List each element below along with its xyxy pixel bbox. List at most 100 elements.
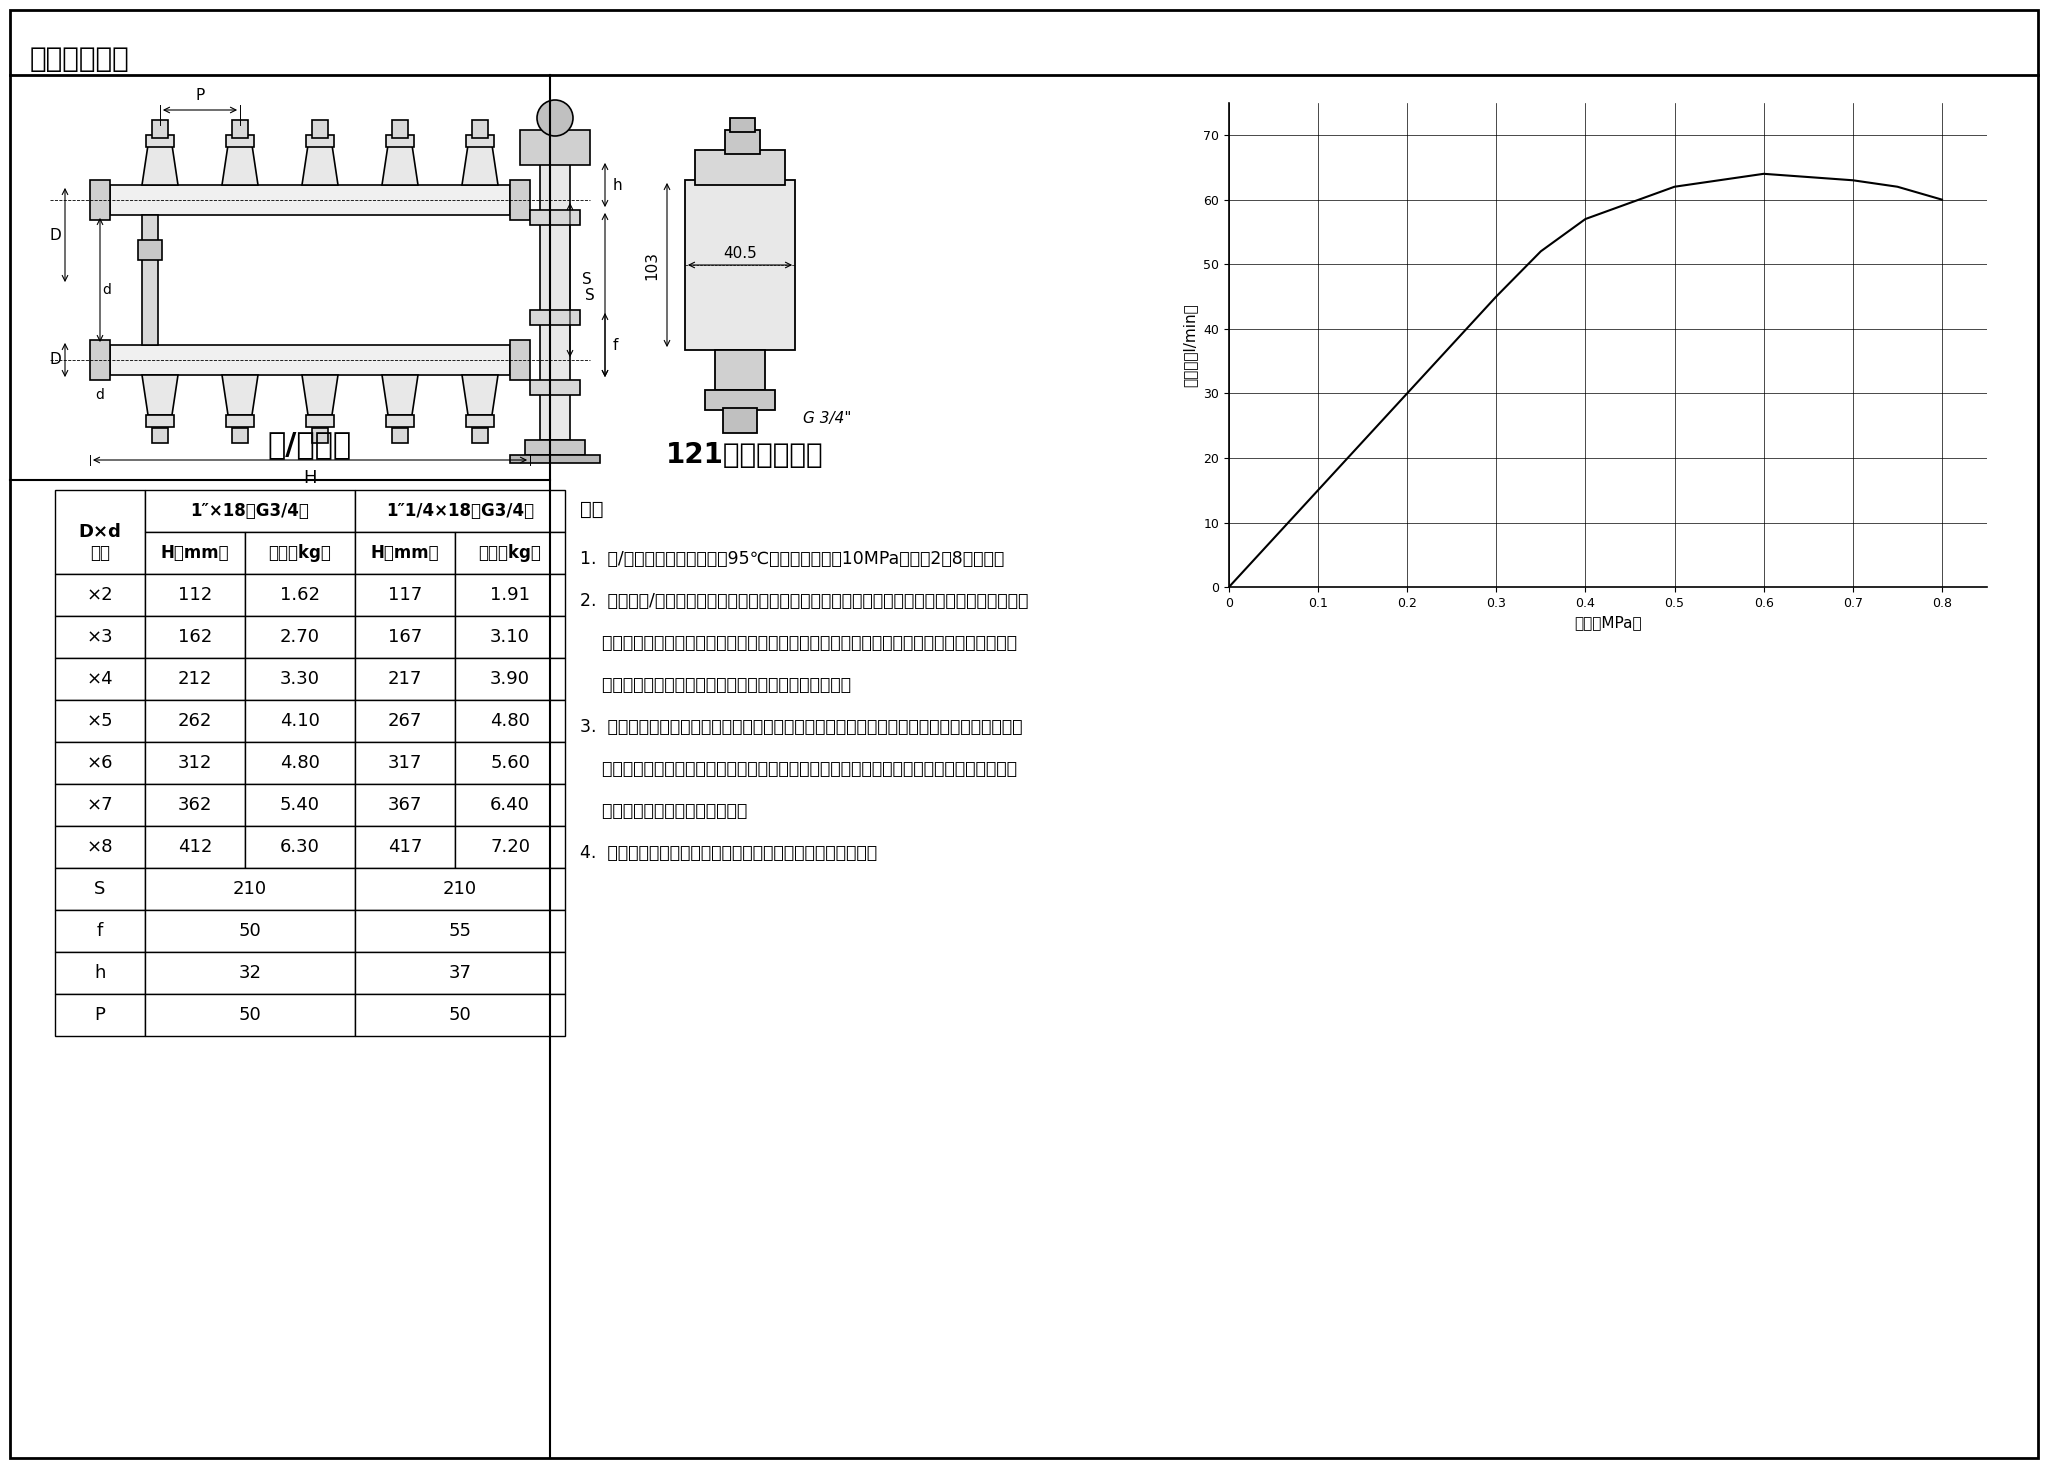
Bar bbox=[391, 120, 408, 138]
Text: 362: 362 bbox=[178, 796, 213, 813]
Text: 5.60: 5.60 bbox=[489, 755, 530, 772]
Text: f: f bbox=[612, 338, 618, 352]
Bar bbox=[55, 953, 145, 994]
Bar bbox=[385, 135, 414, 147]
Bar bbox=[145, 574, 246, 617]
Text: D×d: D×d bbox=[78, 523, 121, 542]
Bar bbox=[510, 455, 600, 462]
Text: 210: 210 bbox=[233, 879, 266, 898]
Bar bbox=[311, 120, 328, 138]
Bar bbox=[471, 429, 487, 443]
Bar bbox=[541, 160, 569, 440]
X-axis label: 压力（MPa）: 压力（MPa） bbox=[1573, 615, 1642, 630]
Text: 3.30: 3.30 bbox=[281, 669, 319, 688]
Bar bbox=[510, 181, 530, 220]
Bar bbox=[510, 341, 530, 380]
Text: 3.  自动排气阀：内置浮球永远保持垂直漂浮，排气不排水；弹簧一次成型，不变形；耐高温橡: 3. 自动排气阀：内置浮球永远保持垂直漂浮，排气不排水；弹簧一次成型，不变形；耐… bbox=[580, 718, 1022, 735]
Bar bbox=[145, 994, 354, 1036]
Bar bbox=[145, 826, 246, 868]
Bar bbox=[225, 135, 254, 147]
Bar bbox=[145, 658, 246, 700]
Text: h: h bbox=[94, 964, 106, 982]
Bar bbox=[354, 784, 455, 826]
Bar bbox=[90, 181, 111, 220]
Text: 37: 37 bbox=[449, 964, 471, 982]
Text: 262: 262 bbox=[178, 712, 213, 730]
Bar bbox=[246, 784, 354, 826]
Text: 50: 50 bbox=[449, 1006, 471, 1025]
Bar bbox=[354, 868, 565, 910]
Text: 50: 50 bbox=[240, 1006, 262, 1025]
Bar bbox=[246, 617, 354, 658]
Bar bbox=[55, 826, 145, 868]
Bar bbox=[455, 741, 565, 784]
Bar bbox=[354, 953, 565, 994]
Text: 40.5: 40.5 bbox=[723, 245, 758, 260]
Text: 环路: 环路 bbox=[90, 545, 111, 562]
Text: 可以安装电动感温头对不同的室内温度进行自动调控。: 可以安装电动感温头对不同的室内温度进行自动调控。 bbox=[580, 675, 852, 694]
Text: 3.10: 3.10 bbox=[489, 628, 530, 646]
Bar bbox=[145, 490, 354, 531]
Text: S: S bbox=[586, 288, 594, 302]
Bar bbox=[246, 574, 354, 617]
Text: ×8: ×8 bbox=[86, 838, 113, 856]
Bar bbox=[145, 531, 246, 574]
Text: 的静态预调节，并对调节进行锁定；集水器具有动态调节能力，既可安装自力式感温头，也: 的静态预调节，并对调节进行锁定；集水器具有动态调节能力，既可安装自力式感温头，也 bbox=[580, 634, 1018, 652]
Bar bbox=[311, 429, 328, 443]
Text: 1″1/4×18（G3/4）: 1″1/4×18（G3/4） bbox=[385, 502, 535, 520]
Bar bbox=[145, 741, 246, 784]
Bar bbox=[145, 415, 174, 427]
Text: 排气，压力越高，排气量越大。: 排气，压力越高，排气量越大。 bbox=[580, 802, 748, 821]
Bar bbox=[723, 408, 758, 433]
Bar bbox=[530, 310, 580, 324]
Text: h: h bbox=[612, 178, 623, 192]
Bar bbox=[530, 380, 580, 395]
Bar bbox=[467, 135, 494, 147]
Bar bbox=[455, 617, 565, 658]
Text: 162: 162 bbox=[178, 628, 213, 646]
Bar bbox=[694, 150, 784, 185]
Bar bbox=[729, 117, 756, 132]
Text: 267: 267 bbox=[387, 712, 422, 730]
Bar bbox=[145, 700, 246, 741]
Text: H（mm）: H（mm） bbox=[371, 545, 440, 562]
Text: 117: 117 bbox=[387, 586, 422, 603]
Text: 5.40: 5.40 bbox=[281, 796, 319, 813]
Bar bbox=[246, 700, 354, 741]
Bar bbox=[305, 415, 334, 427]
Bar bbox=[385, 415, 414, 427]
Text: 4.80: 4.80 bbox=[281, 755, 319, 772]
Bar bbox=[111, 185, 510, 214]
Text: 32: 32 bbox=[238, 964, 262, 982]
Bar bbox=[246, 826, 354, 868]
Bar bbox=[55, 490, 145, 574]
Bar bbox=[145, 135, 174, 147]
Bar bbox=[55, 994, 145, 1036]
Bar bbox=[246, 741, 354, 784]
Bar bbox=[530, 210, 580, 225]
Polygon shape bbox=[301, 374, 338, 415]
Bar bbox=[55, 910, 145, 953]
Text: H（mm）: H（mm） bbox=[160, 545, 229, 562]
Polygon shape bbox=[221, 374, 258, 415]
Bar bbox=[520, 131, 590, 164]
Text: 1.62: 1.62 bbox=[281, 586, 319, 603]
Bar bbox=[231, 429, 248, 443]
Text: 121型自动排气阀: 121型自动排气阀 bbox=[666, 440, 823, 468]
Text: H: H bbox=[303, 468, 317, 487]
Text: 317: 317 bbox=[387, 755, 422, 772]
Text: D: D bbox=[49, 352, 61, 367]
Text: 胶密封垫严密，不变形；自带阻断阀，维修方便；排气量与压力成线性关系：压力大于零即: 胶密封垫严密，不变形；自带阻断阀，维修方便；排气量与压力成线性关系：压力大于零即 bbox=[580, 760, 1018, 778]
Bar bbox=[246, 531, 354, 574]
Text: 重量（kg）: 重量（kg） bbox=[268, 545, 332, 562]
Polygon shape bbox=[383, 145, 418, 185]
Text: 367: 367 bbox=[387, 796, 422, 813]
Bar bbox=[55, 700, 145, 741]
Bar bbox=[55, 617, 145, 658]
Text: 4.10: 4.10 bbox=[281, 712, 319, 730]
Text: 注：: 注： bbox=[580, 501, 604, 520]
Bar bbox=[354, 910, 565, 953]
Bar bbox=[231, 120, 248, 138]
Text: f: f bbox=[96, 922, 102, 940]
Bar bbox=[145, 868, 354, 910]
